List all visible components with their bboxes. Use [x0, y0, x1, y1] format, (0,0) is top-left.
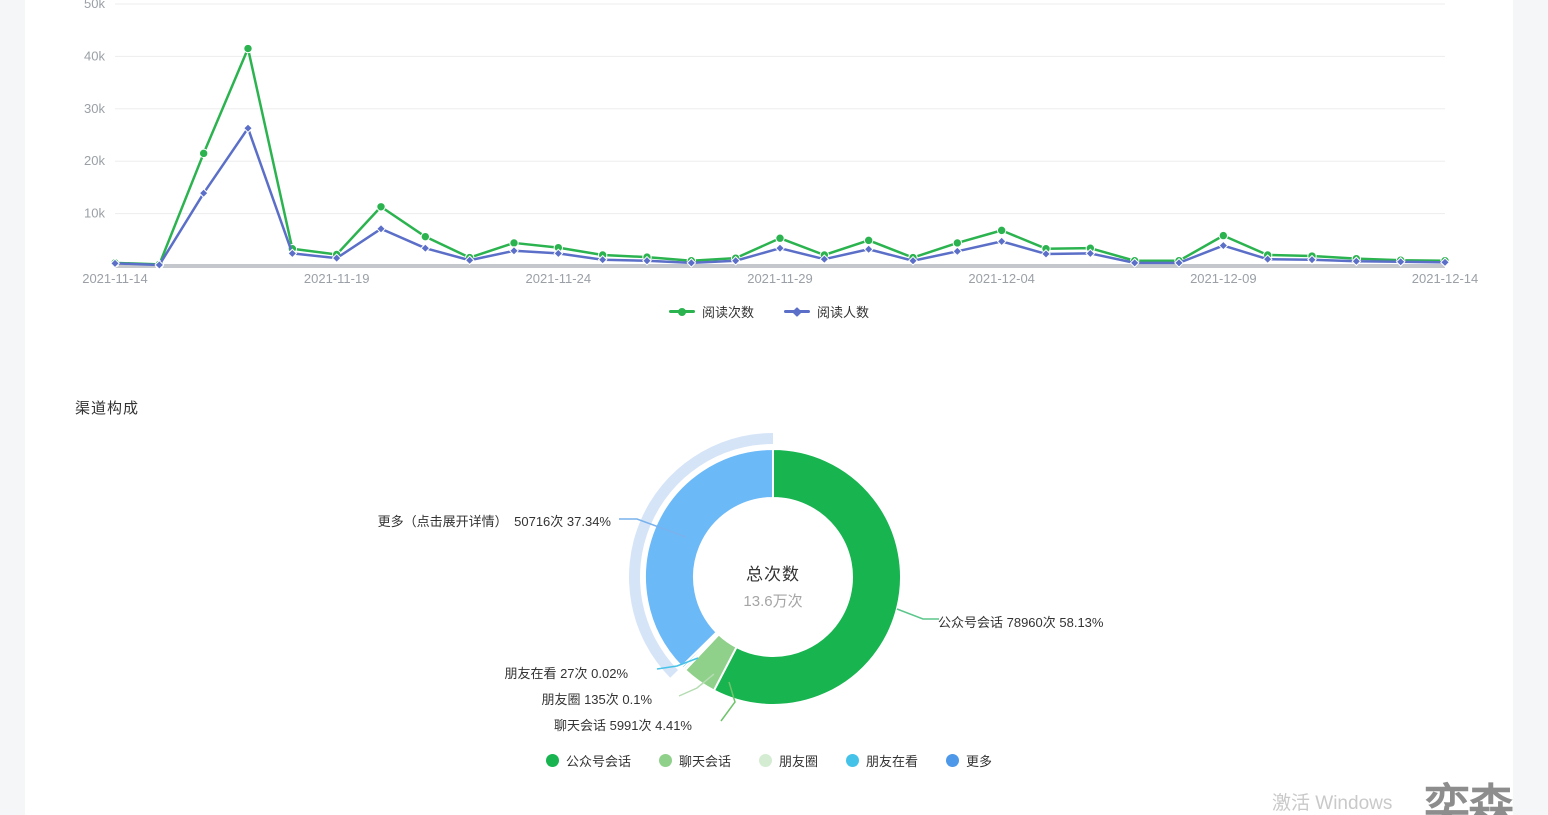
- legend-label: 朋友圈: [778, 754, 818, 769]
- donut-legend: 公众号会话 聊天会话 朋友圈 朋友在看 更多: [25, 751, 1513, 770]
- line-series-icon: [784, 306, 810, 317]
- svg-text:40k: 40k: [84, 48, 105, 63]
- label-leader-lines: [619, 518, 939, 722]
- series-lines: [110, 43, 1450, 270]
- windows-activation-watermark: 激活 Windows: [1272, 793, 1393, 814]
- legend-label: 更多: [966, 754, 993, 769]
- svg-text:20k: 20k: [84, 153, 105, 168]
- legend-label: 聊天会话: [678, 754, 731, 769]
- legend-label: 公众号会话: [565, 754, 631, 769]
- channel-donut-chart[interactable]: [425, 420, 1125, 740]
- line-chart-legend: 阅读次数 阅读人数: [25, 302, 1513, 321]
- section-title-channel-composition: 渠道构成: [75, 400, 140, 417]
- legend-item-friends-reading[interactable]: 朋友在看: [846, 751, 918, 770]
- circle-swatch-icon: [758, 754, 772, 767]
- svg-text:2021-11-29: 2021-11-29: [747, 271, 813, 286]
- legend-item-read-times[interactable]: 阅读次数: [668, 302, 754, 321]
- legend-item-chat[interactable]: 聊天会话: [658, 751, 731, 770]
- legend-label: 阅读人数: [817, 305, 870, 320]
- svg-text:2021-12-14: 2021-12-14: [1412, 271, 1479, 286]
- donut-slice-公众号会话[interactable]: [712, 448, 902, 706]
- donut-highlight-halo: [629, 433, 773, 678]
- svg-text:2021-12-09: 2021-12-09: [1190, 271, 1257, 286]
- circle-swatch-icon: [545, 754, 559, 767]
- line-series-icon: [668, 307, 695, 316]
- leader-line-moments: [678, 673, 715, 697]
- logo-watermark: 奕森格: [1424, 780, 1514, 815]
- leader-line-more: [619, 518, 687, 538]
- svg-text:2021-11-24: 2021-11-24: [526, 271, 592, 286]
- donut-slices[interactable]: [644, 448, 902, 706]
- legend-label: 阅读次数: [701, 305, 754, 320]
- legend-item-more[interactable]: 更多: [946, 751, 992, 770]
- legend-label: 朋友在看: [866, 754, 919, 769]
- svg-text:2021-11-14: 2021-11-14: [82, 271, 148, 286]
- pie-label-moments: 朋友圈 135次 0.1%: [541, 692, 652, 707]
- legend-item-official-account[interactable]: 公众号会话: [545, 751, 631, 770]
- circle-swatch-icon: [658, 754, 672, 767]
- leader-line-chat: [720, 681, 736, 722]
- svg-text:2021-11-19: 2021-11-19: [304, 271, 370, 286]
- content-card: 10k 20k 30k 40k 50k 2021-11-14 2021-11-19 2021…: [25, 0, 1513, 815]
- pie-label-official-account: 公众号会话 78960次 58.13%: [938, 615, 1104, 630]
- circle-marker-icon: [677, 307, 686, 316]
- svg-text:30k: 30k: [84, 101, 105, 116]
- pie-label-chat: 聊天会话 5991次 4.41%: [553, 718, 692, 733]
- svg-text:10k: 10k: [84, 206, 105, 221]
- svg-text:2021-12-04: 2021-12-04: [968, 271, 1035, 286]
- diamond-marker-icon: [792, 306, 802, 317]
- circle-swatch-icon: [946, 754, 960, 767]
- y-axis-labels: 10k 20k 30k 40k 50k: [84, 0, 105, 221]
- legend-item-moments[interactable]: 朋友圈: [758, 751, 818, 770]
- legend-item-read-users[interactable]: 阅读人数: [784, 302, 869, 321]
- pie-label-friends-reading: 朋友在看 27次 0.02%: [504, 666, 628, 681]
- x-axis-labels: 2021-11-14 2021-11-19 2021-11-24 2021-11-29…: [82, 271, 1478, 286]
- svg-text:50k: 50k: [84, 0, 105, 11]
- gridlines: [115, 3, 1445, 268]
- pie-label-more: 更多（点击展开详情） 50716次 37.34%: [377, 514, 611, 529]
- donut-slice-更多[interactable]: [644, 448, 774, 668]
- leader-line-friends-reading: [656, 657, 699, 670]
- circle-swatch-icon: [846, 754, 859, 767]
- leader-line-official-account: [896, 608, 939, 620]
